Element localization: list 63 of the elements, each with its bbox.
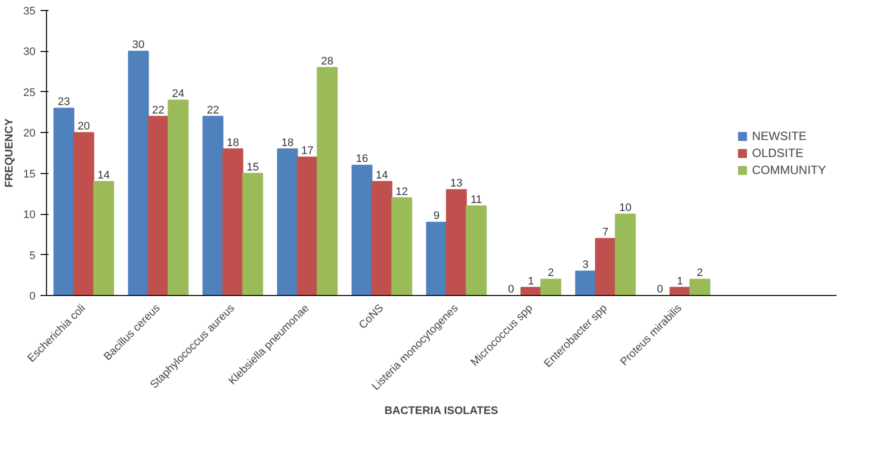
data-label: 13	[450, 178, 463, 190]
y-tick-label: 0	[29, 290, 36, 302]
legend-label: COMMUNITY	[752, 162, 826, 176]
data-label: 12	[396, 186, 408, 198]
y-tick-label: 30	[23, 46, 36, 58]
data-label: 2	[696, 267, 703, 280]
data-label: 28	[321, 56, 334, 68]
bar	[595, 238, 616, 296]
bar	[446, 189, 467, 296]
data-label: 23	[58, 96, 70, 108]
data-label: 0	[508, 284, 514, 296]
data-label: 7	[602, 226, 609, 238]
data-label: 17	[301, 145, 314, 158]
y-tick-label: 25	[23, 86, 36, 99]
bar	[73, 132, 94, 296]
data-label: 1	[528, 275, 534, 288]
y-tick-label: 10	[23, 209, 36, 222]
data-label: 16	[356, 153, 368, 166]
legend-label: NEWSITE	[752, 128, 807, 142]
bar	[277, 148, 298, 296]
y-axis-title: FREQUENCY	[3, 118, 16, 188]
data-label: 14	[98, 170, 110, 182]
bar	[202, 116, 224, 296]
data-label: 24	[172, 88, 184, 100]
legend-label: OLDSITE	[752, 146, 804, 160]
data-label: 18	[281, 136, 294, 149]
y-tick-label: 35	[23, 6, 36, 18]
data-label: 0	[657, 284, 664, 296]
data-label: 3	[582, 259, 589, 272]
bar	[466, 205, 487, 296]
bar	[689, 278, 710, 296]
x-axis-title: BACTERIA ISOLATES	[384, 405, 498, 418]
data-label: 22	[152, 104, 164, 116]
bar	[426, 222, 447, 296]
bar	[128, 50, 149, 296]
data-label: 15	[246, 161, 259, 174]
bar	[391, 197, 412, 296]
bar	[168, 100, 189, 296]
data-label: 14	[376, 170, 388, 182]
data-label: 11	[470, 194, 482, 206]
y-tick-label: 15	[23, 168, 36, 180]
bar	[242, 172, 264, 296]
bar	[296, 156, 318, 296]
data-label: 9	[433, 210, 440, 222]
data-label: 10	[619, 202, 632, 214]
data-label: 1	[676, 275, 684, 288]
bar	[316, 67, 338, 296]
bar	[575, 270, 596, 296]
bar	[540, 278, 562, 296]
bar	[93, 181, 114, 296]
data-label: 2	[548, 267, 554, 280]
bar	[53, 108, 74, 296]
bar	[148, 116, 169, 296]
data-label: 20	[78, 120, 90, 133]
data-label: 22	[206, 104, 220, 116]
bar	[352, 164, 372, 296]
y-tick-label: 5	[29, 250, 36, 262]
bar	[222, 148, 244, 296]
y-tick-label: 20	[23, 128, 36, 140]
bar	[371, 181, 392, 296]
data-label: 30	[132, 39, 145, 52]
data-label: 18	[226, 136, 239, 149]
bar	[614, 214, 636, 296]
